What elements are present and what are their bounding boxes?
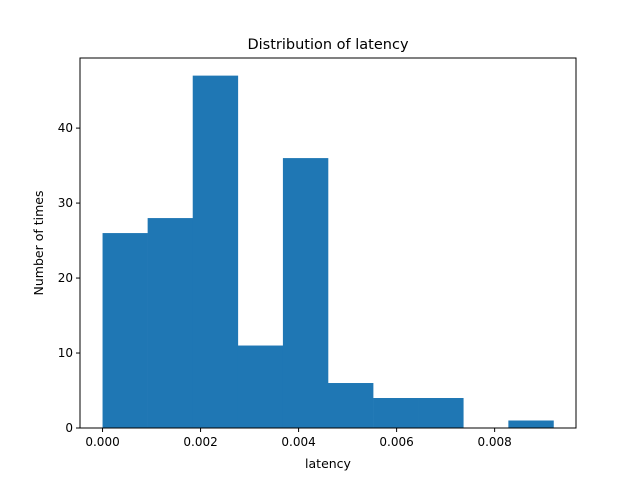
plot-frame xyxy=(79,57,577,429)
histogram-bar xyxy=(373,398,419,428)
x-axis-label: latency xyxy=(305,456,352,471)
x-axis-ticks: 0.000 0.002 0.004 0.006 0.008 xyxy=(85,428,512,449)
histogram-bar xyxy=(282,158,329,428)
y-tick-label: 30 xyxy=(58,196,73,210)
x-tick-label: 0.008 xyxy=(477,435,511,449)
x-tick-label: 0.002 xyxy=(183,435,217,449)
y-axis-ticks: 0 10 20 30 40 xyxy=(58,121,80,435)
x-tick-label: 0.000 xyxy=(85,435,119,449)
histogram-bar xyxy=(237,345,284,428)
x-tick-label: 0.006 xyxy=(379,435,413,449)
chart-title: Distribution of latency xyxy=(247,37,408,53)
bars-group xyxy=(102,75,554,429)
y-tick-label: 0 xyxy=(65,421,73,435)
y-axis-label: Number of times xyxy=(31,191,46,296)
y-tick-label: 20 xyxy=(58,271,73,285)
histogram-bar xyxy=(192,75,239,429)
histogram-bar xyxy=(328,383,374,428)
histogram-bar xyxy=(102,233,148,428)
histogram-bar xyxy=(418,398,464,428)
y-tick-label: 40 xyxy=(58,121,73,135)
histogram-bar xyxy=(508,420,554,428)
x-tick-label: 0.004 xyxy=(281,435,315,449)
histogram-bar xyxy=(147,218,194,428)
y-tick-label: 10 xyxy=(58,346,73,360)
